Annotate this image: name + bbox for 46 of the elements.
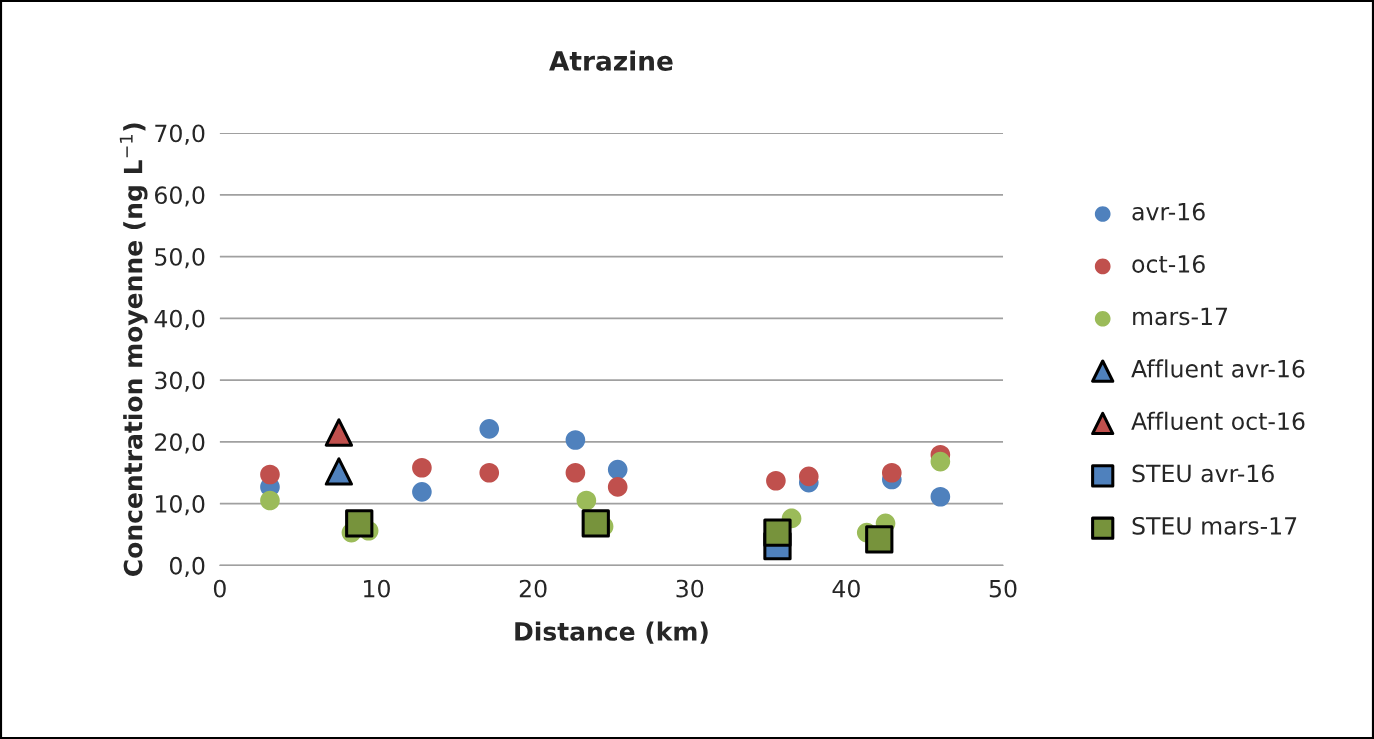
legend-label: avr-16	[1132, 202, 1205, 221]
point	[479, 462, 500, 483]
point	[412, 457, 432, 478]
y-tick-label: 30,0	[155, 371, 205, 392]
y-tick-label: 70,0	[155, 124, 205, 145]
legend-label: Affluent avr-16	[1131, 359, 1305, 378]
y-axis-title: Concentration moyenne (ng L$^{−1}$)	[119, 123, 148, 576]
point	[324, 418, 354, 447]
point	[607, 459, 628, 480]
legend-label: mars-17	[1133, 307, 1228, 326]
point	[763, 518, 792, 547]
point	[607, 477, 628, 497]
y-tick-label: 20,0	[155, 433, 205, 454]
x-tick-label: 30	[676, 579, 704, 598]
x-tick-label: 40	[832, 579, 860, 598]
point	[581, 509, 610, 538]
legend-label: oct-16	[1132, 255, 1205, 273]
x-tick-label: 10	[364, 579, 390, 598]
point	[576, 490, 597, 511]
chart-title: Atrazine	[549, 50, 673, 71]
point	[865, 525, 894, 554]
point	[565, 462, 586, 483]
point	[565, 430, 586, 450]
y-tick-label: 60,0	[155, 186, 205, 207]
legend-label: STEU mars-17	[1132, 516, 1297, 535]
point	[766, 470, 786, 491]
y-tick-label: 50,0	[155, 247, 205, 269]
point	[324, 457, 354, 486]
point	[345, 509, 374, 538]
point	[930, 486, 951, 507]
y-tick-label: 40,0	[154, 309, 205, 331]
point	[412, 482, 432, 502]
legend-label: Affluent oct-16	[1131, 411, 1305, 431]
x-tick-label: 0	[213, 579, 226, 598]
x-tick-label: 20	[519, 579, 547, 598]
y-tick-label: 10,0	[155, 495, 205, 516]
x-tick-label: 50	[989, 579, 1017, 598]
point	[260, 490, 280, 511]
legend-label: STEU avr-16	[1132, 464, 1274, 483]
point	[798, 466, 819, 487]
point	[881, 462, 902, 483]
x-axis-title: Distance (km)	[515, 621, 708, 644]
y-tick-label: 0,0	[169, 556, 205, 578]
point	[260, 464, 280, 485]
point	[479, 419, 500, 439]
point	[930, 451, 951, 472]
